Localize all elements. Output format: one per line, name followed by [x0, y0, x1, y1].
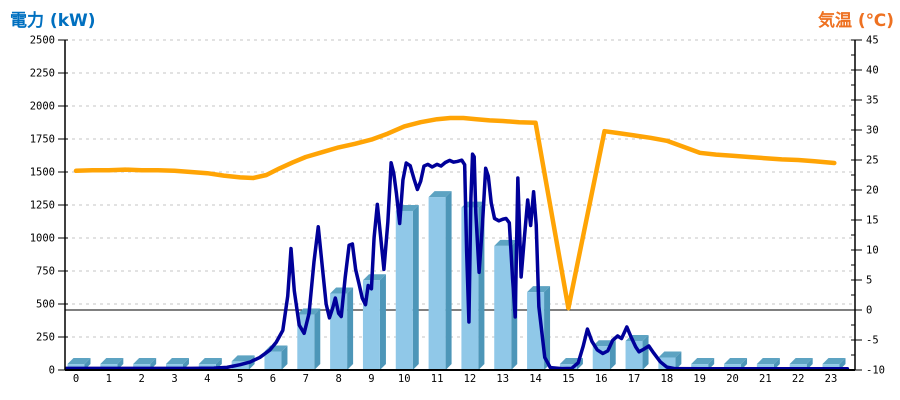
- bar-hour-17: [625, 334, 649, 370]
- svg-text:6: 6: [270, 373, 276, 385]
- svg-text:2000: 2000: [30, 101, 55, 113]
- svg-text:14: 14: [529, 373, 542, 385]
- svg-text:0: 0: [49, 365, 55, 377]
- svg-text:-10: -10: [866, 365, 885, 377]
- svg-text:30: 30: [866, 125, 879, 137]
- svg-text:45: 45: [866, 35, 879, 47]
- svg-text:35: 35: [866, 95, 879, 107]
- svg-text:20: 20: [866, 185, 879, 197]
- svg-text:15: 15: [562, 373, 575, 385]
- svg-text:2: 2: [138, 373, 144, 385]
- svg-text:19: 19: [693, 373, 706, 385]
- svg-text:1750: 1750: [30, 134, 55, 146]
- svg-text:4: 4: [204, 373, 210, 385]
- left-axis-ticks: 0 250 500 750 1000 1250 1500 1750 2000 2250 2500: [30, 35, 68, 377]
- svg-text:20: 20: [726, 373, 739, 385]
- svg-text:750: 750: [36, 266, 55, 278]
- svg-text:9: 9: [368, 373, 374, 385]
- svg-text:2500: 2500: [30, 35, 55, 47]
- svg-text:1: 1: [106, 373, 112, 385]
- bar-hour-19: [691, 358, 715, 370]
- svg-text:2250: 2250: [30, 68, 55, 80]
- bar-hour-23: [822, 358, 846, 370]
- svg-text:5: 5: [866, 275, 872, 287]
- svg-text:17: 17: [628, 373, 641, 385]
- svg-text:0: 0: [866, 305, 872, 317]
- svg-text:12: 12: [464, 373, 477, 385]
- bar-hour-11: [428, 191, 452, 370]
- gridlines: [65, 39, 855, 338]
- bar-hour-10: [395, 204, 419, 370]
- power-line: [64, 152, 850, 371]
- bar-hour-20: [724, 358, 748, 370]
- svg-text:16: 16: [595, 373, 608, 385]
- svg-text:23: 23: [825, 373, 838, 385]
- power-bars: [67, 191, 846, 370]
- svg-text:10: 10: [398, 373, 411, 385]
- x-axis-labels: 0 1 2 3 4 5 6 7 8 9 10 11 12 13 14 15 16 17 18 19 20 21 22 23: [73, 373, 837, 385]
- svg-text:-5: -5: [866, 335, 879, 347]
- right-axis-title: 気温 (℃): [817, 11, 894, 31]
- svg-text:1000: 1000: [30, 233, 55, 245]
- right-axis-ticks: -10 -5 0 5 10 15 20 25 30 35 40 45: [851, 35, 885, 377]
- svg-text:21: 21: [759, 373, 772, 385]
- svg-text:10: 10: [866, 245, 879, 257]
- svg-text:500: 500: [36, 299, 55, 311]
- svg-text:40: 40: [866, 65, 879, 77]
- svg-text:7: 7: [303, 373, 309, 385]
- temperature-line: [73, 115, 837, 311]
- svg-text:8: 8: [335, 373, 341, 385]
- svg-text:1500: 1500: [30, 167, 55, 179]
- left-axis-title: 電力 (kW): [10, 11, 96, 31]
- bar-hour-6: [264, 345, 288, 370]
- svg-text:0: 0: [73, 373, 79, 385]
- bar-hour-21: [756, 358, 780, 370]
- svg-text:1250: 1250: [30, 200, 55, 212]
- svg-text:3: 3: [171, 373, 177, 385]
- svg-text:5: 5: [237, 373, 243, 385]
- svg-text:22: 22: [792, 373, 805, 385]
- svg-text:15: 15: [866, 215, 879, 227]
- svg-text:18: 18: [661, 373, 674, 385]
- svg-text:250: 250: [36, 332, 55, 344]
- svg-text:25: 25: [866, 155, 879, 167]
- bar-hour-22: [789, 358, 813, 370]
- svg-text:11: 11: [431, 373, 444, 385]
- svg-text:13: 13: [496, 373, 509, 385]
